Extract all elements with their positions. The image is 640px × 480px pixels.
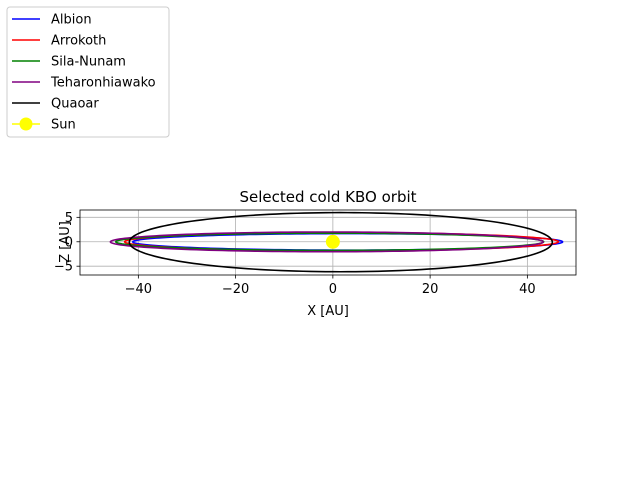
legend-label: Quaoar <box>51 97 99 112</box>
legend-item-quaoar: Quaoar <box>12 97 99 112</box>
y-tick-label: 5 <box>65 211 73 226</box>
series-layer <box>109 211 564 273</box>
legend-item-sila-nunam: Sila-Nunam <box>12 55 126 70</box>
x-axis-label: X [AU] <box>307 304 349 319</box>
legend-item-albion: Albion <box>12 13 92 28</box>
legend: Albion Arrokoth Sila-Nunam Teharonhiawako Qu… <box>6 6 170 138</box>
legend-label: Arrokoth <box>51 34 106 49</box>
x-tick-label: 40 <box>519 282 536 297</box>
legend-frame <box>6 6 170 138</box>
orbit-line-sila-nunam <box>114 232 545 252</box>
x-tick-label: −20 <box>222 282 249 297</box>
orbit-line-quaoar <box>128 211 554 273</box>
ticks: −40 −20 0 20 40 −5 0 5 <box>54 211 536 297</box>
x-tick-label: −40 <box>125 282 152 297</box>
y-tick-label: 0 <box>65 235 73 250</box>
legend-item-sun: Sun <box>12 117 76 133</box>
sun-marker <box>325 234 340 249</box>
legend-label: Sila-Nunam <box>51 55 126 70</box>
plot-frame <box>79 209 577 276</box>
legend-label: Sun <box>51 118 76 133</box>
legend-marker <box>19 117 33 131</box>
legend-item-teharonhiawako: Teharonhiawako <box>12 76 156 91</box>
x-tick-label: 0 <box>329 282 337 297</box>
orbit-line-teharonhiawako <box>109 231 544 253</box>
chart-title: Selected cold KBO orbit <box>239 188 416 206</box>
legend-item-arrokoth: Arrokoth <box>12 34 106 49</box>
x-tick-label: 20 <box>422 282 439 297</box>
legend-label: Albion <box>51 13 92 28</box>
y-axis-label: Z [AU] <box>58 221 73 263</box>
legend-label: Teharonhiawako <box>50 76 156 91</box>
y-tick-label: −5 <box>54 260 73 275</box>
